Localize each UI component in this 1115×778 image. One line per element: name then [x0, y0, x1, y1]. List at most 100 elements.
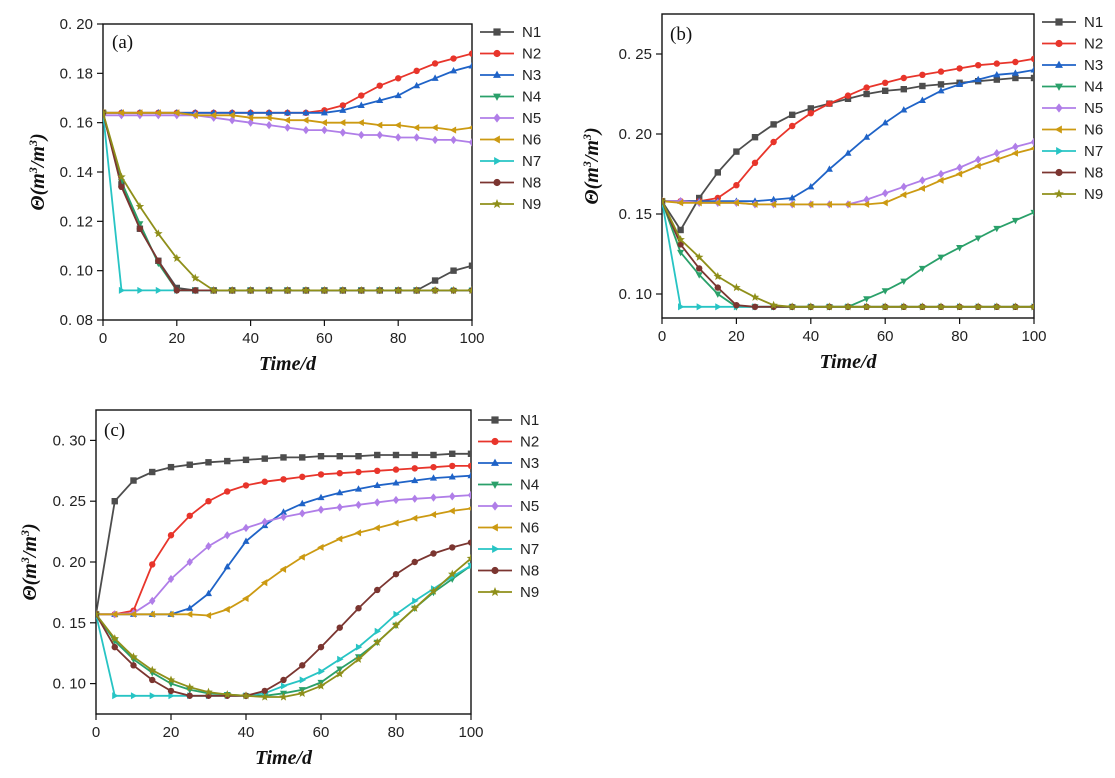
y-tick-label: 0. 20: [53, 554, 86, 571]
data-point-n9: [227, 285, 237, 295]
data-point-n6: [751, 200, 758, 208]
legend-marker-n4: [1055, 83, 1063, 91]
data-point-n9: [936, 302, 946, 311]
data-point-n9: [117, 172, 126, 181]
data-point-n6: [394, 121, 401, 129]
data-point-n1: [677, 226, 684, 234]
data-point-n9: [662, 196, 667, 205]
legend-marker-n7: [492, 545, 500, 553]
legend-label-n8: N8: [522, 175, 541, 192]
data-point-n3: [788, 194, 796, 201]
data-point-n1: [431, 277, 439, 284]
data-point-n9: [393, 285, 403, 295]
data-point-n6: [209, 111, 217, 119]
data-point-n1: [807, 105, 814, 112]
data-point-n3: [429, 474, 438, 481]
data-point-n9: [297, 688, 307, 697]
data-point-n9: [264, 285, 274, 295]
data-point-n2: [733, 182, 740, 189]
data-point-n3: [807, 182, 815, 190]
data-point-n6: [129, 610, 137, 618]
x-tick-label: 20: [168, 330, 185, 347]
data-point-n1: [789, 111, 796, 118]
data-point-n6: [992, 156, 1000, 164]
series-line-n3: [662, 69, 1034, 203]
data-point-n1: [392, 451, 400, 459]
data-point-n3: [825, 165, 833, 172]
data-point-n3: [770, 195, 778, 203]
data-point-n2: [186, 512, 193, 519]
data-point-n1: [336, 453, 343, 460]
x-tick-label: 100: [459, 330, 484, 347]
series-line-n8: [662, 200, 1034, 308]
legend-marker-n3: [493, 70, 501, 78]
data-point-n2: [205, 498, 212, 505]
data-point-n2: [430, 463, 437, 471]
data-point-n9: [190, 273, 200, 282]
data-point-n8: [173, 287, 180, 294]
data-point-n8: [696, 265, 703, 272]
data-point-n9: [1029, 302, 1034, 311]
data-point-n6: [412, 124, 420, 132]
data-point-n9: [862, 302, 871, 311]
data-point-n7: [155, 286, 163, 294]
data-point-n6: [1011, 149, 1018, 157]
y-tick-label: 0. 16: [60, 115, 93, 132]
data-point-n5: [1012, 142, 1019, 151]
data-point-n3: [376, 96, 384, 104]
legend-marker-n1: [491, 416, 499, 424]
data-point-n9: [713, 271, 723, 281]
data-point-n9: [320, 285, 329, 295]
data-point-n5: [376, 130, 383, 140]
data-point-n1: [449, 450, 456, 457]
data-point-n9: [676, 235, 685, 244]
data-point-n5: [937, 169, 945, 179]
data-point-n2: [863, 84, 870, 91]
data-point-n1: [261, 455, 268, 462]
data-point-n5: [317, 505, 325, 514]
y-tick-label: 0. 30: [53, 432, 86, 449]
series-line-n2: [96, 464, 471, 616]
data-point-n5: [413, 133, 420, 142]
data-point-n2: [770, 138, 777, 146]
data-point-n2: [339, 102, 347, 109]
data-point-n3: [247, 108, 255, 116]
data-point-n6: [154, 109, 161, 117]
data-point-n1: [149, 468, 156, 476]
legend-label-n9: N9: [1084, 186, 1103, 203]
data-point-n8: [751, 303, 759, 310]
data-point-n6: [713, 199, 721, 207]
data-point-n1: [919, 82, 926, 90]
data-point-n1: [317, 453, 325, 460]
data-point-n7: [299, 676, 307, 684]
data-point-n5: [956, 163, 963, 172]
data-point-n3: [204, 589, 213, 597]
data-point-n4: [677, 249, 685, 257]
data-point-n3: [863, 133, 871, 140]
legend-label-n2: N2: [1084, 36, 1103, 53]
data-point-n9: [1011, 302, 1020, 311]
legend-marker-n8: [493, 178, 501, 187]
legend-label-n4: N4: [520, 477, 539, 494]
panel-label: (c): [104, 420, 125, 441]
data-point-n7: [280, 682, 288, 690]
series-line-n9: [662, 200, 1034, 308]
data-point-n8: [714, 284, 721, 291]
data-point-n3: [354, 485, 363, 492]
data-point-n3: [937, 86, 945, 94]
x-tick-label: 60: [313, 724, 330, 741]
data-point-n9: [301, 285, 311, 295]
data-point-n6: [881, 199, 888, 207]
legend-marker-n7: [494, 157, 502, 165]
data-point-n2: [807, 110, 814, 117]
data-point-n8: [430, 550, 437, 557]
data-point-n8: [136, 225, 144, 232]
data-point-n7: [118, 286, 126, 294]
data-point-n7: [318, 667, 325, 675]
y-tick-label: 0. 25: [619, 46, 652, 63]
x-tick-label: 60: [316, 330, 333, 347]
data-point-n1: [733, 148, 740, 155]
x-axis-label: Time/d: [259, 353, 317, 375]
data-point-n9: [209, 285, 218, 295]
data-point-n9: [135, 202, 145, 211]
